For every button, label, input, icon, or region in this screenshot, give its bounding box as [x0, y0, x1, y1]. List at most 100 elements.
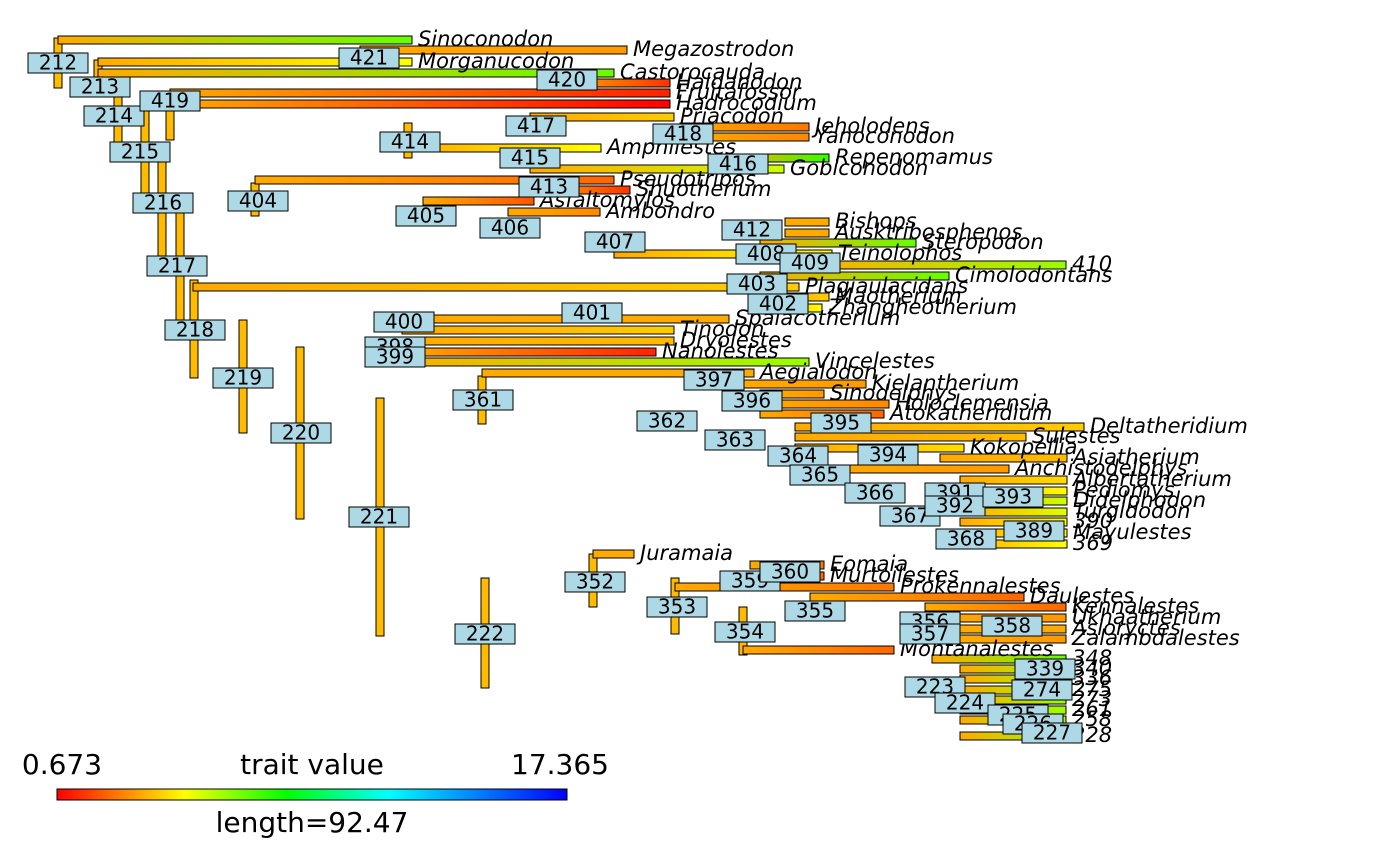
tip-label: Zalambdalestes — [1071, 626, 1240, 650]
node-box — [536, 69, 598, 91]
tip-label: 336 — [1072, 666, 1112, 690]
node-box — [505, 115, 567, 137]
node-box — [646, 596, 708, 618]
node-box — [810, 412, 872, 434]
node-label: 413 — [530, 175, 568, 199]
node-label: 358 — [993, 614, 1031, 638]
node-label: 353 — [658, 595, 696, 619]
tip-label: Bishops — [835, 209, 917, 233]
node-label: 357 — [911, 622, 949, 646]
tip-label: Atokatheridium — [888, 401, 1052, 425]
node-label: 403 — [738, 272, 776, 296]
node-box — [395, 205, 457, 227]
tip-label: Fruitafossor — [676, 80, 802, 104]
node-box — [935, 528, 997, 550]
node-label: 220 — [282, 421, 320, 445]
node-label: 401 — [573, 301, 611, 325]
node-label: 389 — [1015, 519, 1053, 543]
node-label: 214 — [95, 104, 133, 128]
node-label: 367 — [891, 504, 929, 528]
node-label: 217 — [158, 254, 196, 278]
node-label: 400 — [385, 310, 423, 334]
node-label: 354 — [726, 620, 764, 644]
legend-title: trait value — [240, 748, 384, 781]
node-box — [981, 615, 1043, 637]
node-box — [69, 76, 131, 98]
node-label: 392 — [936, 494, 974, 518]
node-label: 414 — [391, 130, 429, 154]
tip-label: Megazostrodon — [633, 37, 794, 61]
node-label: 415 — [511, 146, 549, 170]
node-label: 393 — [994, 485, 1032, 509]
tip-label: Holoclemensia — [895, 391, 1049, 415]
tip-label: Plagiaulacidans — [805, 274, 968, 298]
tip-label: Maotherium — [835, 284, 962, 308]
tip-label: Dryolestes — [680, 328, 792, 352]
node-label: 419 — [151, 89, 189, 113]
node-box — [1011, 679, 1073, 701]
branch — [794, 432, 1027, 442]
branch — [674, 582, 895, 592]
tip-label: 340 — [1072, 656, 1112, 680]
node-label: 362 — [648, 409, 686, 433]
legend-bar — [56, 788, 568, 801]
tip-label: Haldanodon — [676, 70, 802, 94]
tip-label: Sinodelphys — [830, 381, 957, 405]
tip-label: Ambondro — [604, 199, 715, 223]
branch — [481, 368, 755, 378]
node-box — [164, 319, 226, 341]
tip-labels: Sinoconodon Megazostrodon Morganucodon Cast… — [418, 27, 1248, 747]
tip-label: 348 — [1072, 646, 1112, 670]
node-box — [146, 255, 208, 277]
tip-label: Teinolophos — [838, 241, 962, 265]
node-box — [338, 47, 400, 69]
node-box — [789, 464, 851, 486]
branch — [507, 207, 601, 217]
node-box — [721, 219, 783, 241]
node-box — [584, 231, 646, 253]
legend-max: 17.365 — [511, 748, 609, 781]
node-label: 363 — [716, 428, 754, 452]
node-box — [454, 623, 516, 645]
node-label: 219 — [224, 366, 262, 390]
tip-label: Daulestes — [1030, 584, 1134, 608]
legend: 0.673 trait value 17.365 length=92.47 — [22, 748, 609, 839]
tip-label: Zhangheotherium — [827, 295, 1017, 319]
tip-label: Asioryctes — [1070, 616, 1181, 640]
tip-label: Shuotherium — [636, 177, 772, 201]
node-label: 404 — [239, 189, 277, 213]
node-label: 421 — [350, 46, 388, 70]
branch — [784, 228, 830, 238]
node-label: 418 — [664, 122, 702, 146]
branch — [97, 68, 615, 78]
tip-label: 369 — [1073, 531, 1113, 555]
tip-label: Yanoconodon — [815, 124, 955, 148]
node-box — [1021, 722, 1083, 744]
branch — [742, 645, 895, 655]
node-label: 402 — [759, 292, 797, 316]
node-box — [704, 429, 766, 451]
tip-label: Pediomys — [1073, 478, 1174, 502]
node-label: 394 — [869, 443, 907, 467]
node-label: 212 — [39, 51, 77, 75]
node-label: 218 — [176, 318, 214, 342]
tip-label: Prokennalestes — [900, 574, 1061, 598]
node-label: 360 — [771, 560, 809, 584]
branch — [97, 57, 413, 67]
node-label: 396 — [733, 389, 771, 413]
tip-label: 390 — [1073, 509, 1113, 533]
node-box — [227, 190, 289, 212]
tip-label: Morganucodon — [418, 49, 574, 73]
tip-label: Steropodon — [922, 230, 1044, 254]
node-box — [779, 252, 841, 274]
node-label: 227 — [1033, 721, 1071, 745]
branch — [401, 336, 675, 346]
tip-label: Sinoconodon — [418, 27, 553, 51]
node-label: 222 — [466, 622, 504, 646]
tip-label: Didelphodon — [1073, 488, 1206, 512]
node-label: 408 — [747, 242, 785, 266]
node-box — [518, 176, 580, 198]
node-label: 407 — [596, 230, 634, 254]
tip-label: Mayulestes — [1073, 520, 1192, 544]
branch — [809, 592, 1025, 602]
